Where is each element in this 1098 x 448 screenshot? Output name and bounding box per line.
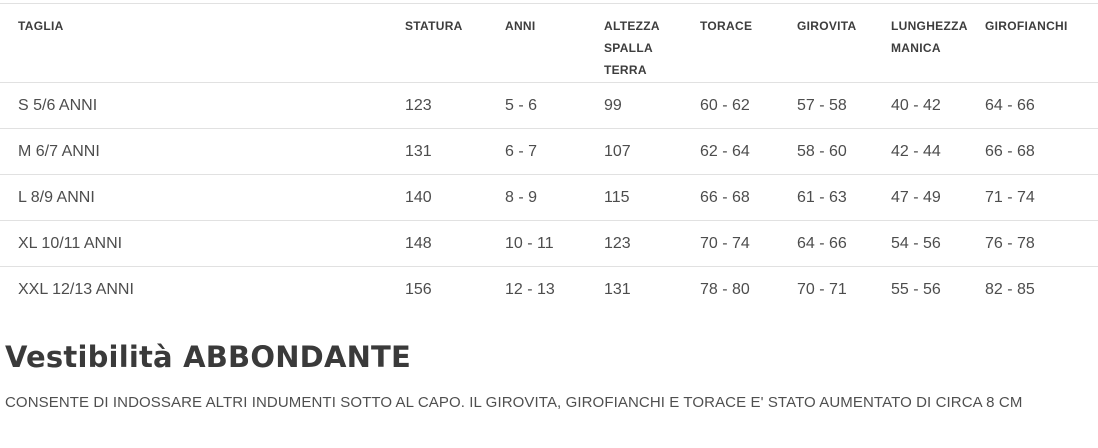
- cell-altezza_spalla_terra: 99: [604, 97, 622, 114]
- cell-altezza_spalla_terra: 107: [604, 143, 631, 160]
- cell-anni: 6 - 7: [505, 143, 538, 160]
- size-table-body: S 5/6 ANNI 123 5 - 6 99 60 - 62 57 - 58 40 - 4…: [0, 83, 1098, 313]
- size-table-head: TAGLIA STATURA ANNI ALTEZZA SPALLA TERRA TOR…: [0, 4, 1098, 83]
- cell-taglia: S 5/6 ANNI: [18, 97, 98, 114]
- column-header-taglia: TAGLIA: [18, 19, 64, 33]
- size-table-row: L 8/9 ANNI 140 8 - 9 115 66 - 68 61 - 63 47 - …: [0, 175, 1098, 221]
- cell-torace: 78 - 80: [700, 281, 750, 298]
- cell-lunghezza_manica: 54 - 56: [891, 235, 941, 252]
- cell-girofianchi: 76 - 78: [985, 235, 1035, 252]
- cell-anni: 5 - 6: [505, 97, 538, 114]
- column-header-girovita: GIROVITA: [797, 19, 857, 33]
- cell-girofianchi: 66 - 68: [985, 143, 1035, 160]
- cell-torace: 62 - 64: [700, 143, 750, 160]
- size-table: TAGLIA STATURA ANNI ALTEZZA SPALLA TERRA TOR…: [0, 3, 1098, 312]
- cell-girovita: 58 - 60: [797, 143, 847, 160]
- cell-altezza_spalla_terra: 131: [604, 281, 631, 298]
- column-header-statura: STATURA: [405, 19, 463, 33]
- cell-statura: 131: [405, 143, 432, 160]
- column-header-torace: TORACE: [700, 19, 753, 33]
- size-table-header-row: TAGLIA STATURA ANNI ALTEZZA SPALLA TERRA TOR…: [0, 4, 1098, 83]
- cell-statura: 156: [405, 281, 432, 298]
- cell-torace: 70 - 74: [700, 235, 750, 252]
- cell-taglia: XXL 12/13 ANNI: [18, 281, 134, 298]
- cell-statura: 123: [405, 97, 432, 114]
- cell-statura: 148: [405, 235, 432, 252]
- cell-girofianchi: 64 - 66: [985, 97, 1035, 114]
- column-header-altezza_spalla_terra: ALTEZZA SPALLA TERRA: [604, 19, 660, 77]
- cell-taglia: XL 10/11 ANNI: [18, 235, 123, 252]
- size-table-row: S 5/6 ANNI 123 5 - 6 99 60 - 62 57 - 58 40 - 4…: [0, 83, 1098, 129]
- cell-torace: 66 - 68: [700, 189, 750, 206]
- cell-lunghezza_manica: 42 - 44: [891, 143, 941, 160]
- cell-girovita: 64 - 66: [797, 235, 847, 252]
- size-table-row: M 6/7 ANNI 131 6 - 7 107 62 - 64 58 - 60 42 - …: [0, 129, 1098, 175]
- cell-girovita: 57 - 58: [797, 97, 847, 114]
- cell-altezza_spalla_terra: 115: [604, 189, 630, 206]
- cell-taglia: M 6/7 ANNI: [18, 143, 100, 160]
- cell-girofianchi: 71 - 74: [985, 189, 1035, 206]
- fit-section: Vestibilità ABBONDANTE CONSENTE DI INDOS…: [0, 341, 1098, 416]
- column-header-lunghezza_manica: LUNGHEZZA MANICA: [891, 19, 968, 55]
- cell-lunghezza_manica: 55 - 56: [891, 281, 941, 298]
- cell-statura: 140: [405, 189, 432, 206]
- cell-girofianchi: 82 - 85: [985, 281, 1035, 298]
- size-table-row: XXL 12/13 ANNI 156 12 - 13 131 78 - 80 70 - 7…: [0, 267, 1098, 313]
- cell-lunghezza_manica: 47 - 49: [891, 189, 941, 206]
- cell-girovita: 70 - 71: [797, 281, 847, 298]
- cell-altezza_spalla_terra: 123: [604, 235, 631, 252]
- cell-anni: 8 - 9: [505, 189, 538, 206]
- column-header-girofianchi: GIROFIANCHI: [985, 19, 1068, 33]
- cell-girovita: 61 - 63: [797, 189, 847, 206]
- cell-torace: 60 - 62: [700, 97, 750, 114]
- cell-lunghezza_manica: 40 - 42: [891, 97, 941, 114]
- cell-anni: 12 - 13: [505, 281, 555, 298]
- cell-anni: 10 - 11: [505, 235, 554, 252]
- fit-heading: Vestibilità ABBONDANTE: [5, 340, 412, 374]
- cell-taglia: L 8/9 ANNI: [18, 189, 95, 206]
- size-table-row: XL 10/11 ANNI 148 10 - 11 123 70 - 74 64 - 66…: [0, 221, 1098, 267]
- fit-description: CONSENTE DI INDOSSARE ALTRI INDUMENTI SO…: [5, 394, 1023, 411]
- column-header-anni: ANNI: [505, 19, 536, 33]
